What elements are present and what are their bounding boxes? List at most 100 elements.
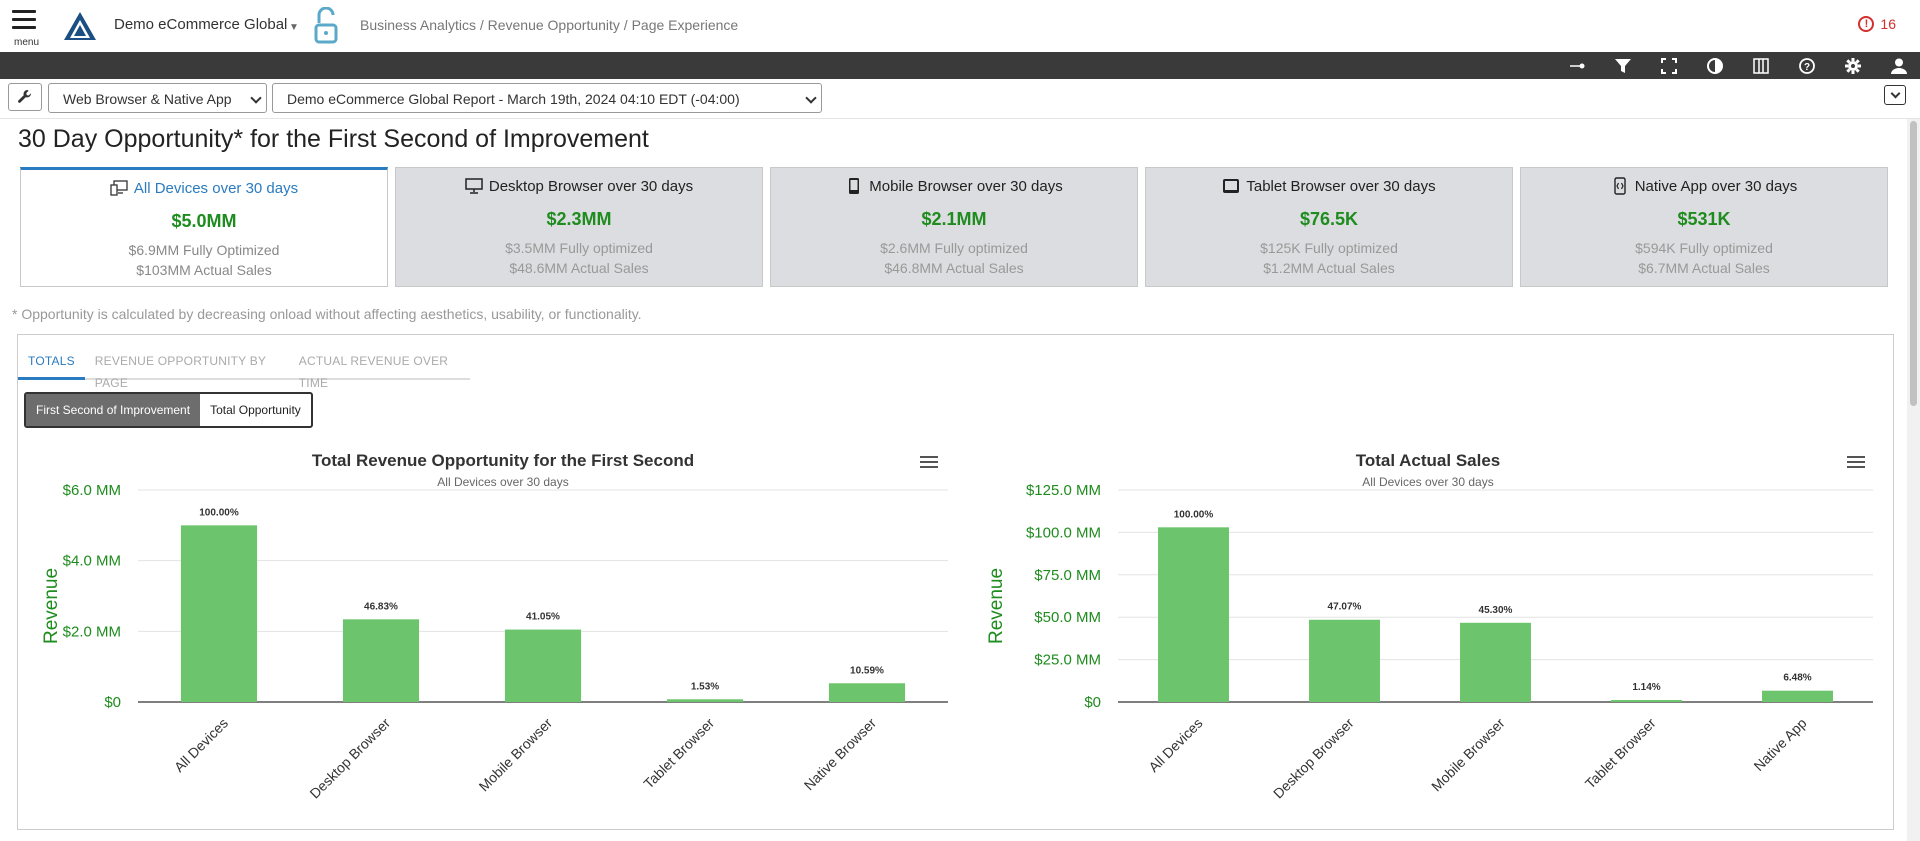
fullscreen-icon[interactable] xyxy=(1658,55,1680,77)
card-title: Mobile Browser over 30 days xyxy=(869,177,1063,195)
card-value: $531K xyxy=(1677,209,1731,229)
menu-button[interactable]: menu xyxy=(12,10,40,48)
data-label: 1.53% xyxy=(691,681,719,692)
x-tick-label: Mobile Browser xyxy=(1428,715,1508,795)
card-optimized: $125K Fully optimized xyxy=(1260,240,1398,256)
card-all-devices[interactable]: All Devices over 30 days $5.0MM $6.9MM F… xyxy=(20,167,388,287)
chart-svg: Total Revenue Opportunity for the First … xyxy=(41,451,948,801)
chart-subtitle: All Devices over 30 days xyxy=(1362,475,1493,489)
card-mobile-browser[interactable]: Mobile Browser over 30 days $2.1MM $2.6M… xyxy=(770,167,1138,287)
brand-logo-icon[interactable] xyxy=(62,10,98,42)
y-tick-label: $50.0 MM xyxy=(1034,609,1101,626)
x-tick-label: Mobile Browser xyxy=(476,715,556,795)
filter-row: Web Browser & Native App Demo eCommerce … xyxy=(0,79,1920,119)
tab-totals[interactable]: TOTALS xyxy=(18,350,85,380)
card-actual: $6.7MM Actual Sales xyxy=(1638,260,1770,276)
card-title: Desktop Browser over 30 days xyxy=(488,177,694,195)
data-label: 46.83% xyxy=(364,601,398,612)
x-tick-label: Tablet Browser xyxy=(1582,715,1659,792)
contrast-icon[interactable] xyxy=(1704,55,1726,77)
card-tablet-browser[interactable]: Tablet Browser over 30 days $76.5K $125K… xyxy=(1145,167,1513,287)
chart-title: Total Revenue Opportunity for the First … xyxy=(312,451,694,470)
user-icon[interactable] xyxy=(1888,55,1910,77)
chart-svg: Total Actual Sales All Devices over 30 da… xyxy=(986,451,1873,802)
chart-menu-icon[interactable] xyxy=(920,456,938,470)
platform-select[interactable]: Web Browser & Native App xyxy=(48,83,267,113)
chart-revenue-opportunity: Total Revenue Opportunity for the First … xyxy=(23,428,953,828)
menu-label: menu xyxy=(14,37,40,48)
chart-bar xyxy=(666,699,744,702)
device-cards: All Devices over 30 days $5.0MM $6.9MM F… xyxy=(20,167,1890,287)
data-label: 100.00% xyxy=(199,507,239,518)
x-tick-label: Native App xyxy=(1750,715,1809,774)
org-selector[interactable]: Demo eCommerce Global xyxy=(114,16,288,33)
tab-revenue-opportunity-by-page[interactable]: REVENUE OPPORTUNITY BY PAGE xyxy=(94,354,266,390)
card-value: $5.0MM xyxy=(171,211,237,231)
wrench-button[interactable] xyxy=(8,83,42,111)
chart-bar xyxy=(828,683,906,702)
native-app-icon xyxy=(1613,177,1626,195)
x-tick-label: All Devices xyxy=(1145,715,1205,775)
chart-title: Total Actual Sales xyxy=(1356,451,1501,470)
chart-subtitle: All Devices over 30 days xyxy=(437,475,568,489)
y-tick-label: $4.0 MM xyxy=(63,553,121,570)
chart-menu-icon[interactable] xyxy=(1847,456,1865,470)
x-tick-label: Desktop Browser xyxy=(1270,715,1357,802)
platform-select-value: Web Browser & Native App xyxy=(63,91,232,107)
card-optimized: $3.5MM Fully optimized xyxy=(505,240,653,256)
card-actual: $103MM Actual Sales xyxy=(136,262,272,278)
data-label: 6.48% xyxy=(1783,673,1811,684)
filter-icon[interactable] xyxy=(1612,55,1634,77)
card-value: $76.5K xyxy=(1299,209,1359,229)
breadcrumb: Business Analytics / Revenue Opportunity… xyxy=(360,17,739,33)
data-label: 41.05% xyxy=(526,612,560,623)
card-desktop-browser[interactable]: Desktop Browser over 30 days $2.3MM $3.5… xyxy=(395,167,763,287)
desktop-icon xyxy=(465,178,483,194)
chart-bar xyxy=(180,525,258,702)
card-value: $2.3MM xyxy=(546,209,612,229)
pin-icon[interactable] xyxy=(1566,55,1588,77)
hamburger-icon xyxy=(12,10,36,13)
card-title: Native App over 30 days xyxy=(1634,177,1798,195)
y-tick-label: $100.0 MM xyxy=(1026,524,1101,541)
chart-bar xyxy=(1158,527,1229,702)
data-label: 100.00% xyxy=(1174,509,1214,520)
chart-bar xyxy=(1460,622,1531,702)
columns-icon[interactable] xyxy=(1750,55,1772,77)
settings-icon[interactable] xyxy=(1842,55,1864,77)
hamburger-icon-bar xyxy=(12,18,36,21)
card-actual: $46.8MM Actual Sales xyxy=(884,260,1024,276)
toggle-first-second[interactable]: First Second of Improvement xyxy=(26,394,201,426)
unlocked-padlock-icon[interactable] xyxy=(313,7,339,45)
scrollbar-thumb[interactable] xyxy=(1910,121,1917,406)
card-native-app[interactable]: Native App over 30 days $531K $594K Full… xyxy=(1520,167,1888,287)
alert-indicator[interactable]: ! 16 xyxy=(1858,16,1896,32)
chevron-down-icon xyxy=(805,92,817,104)
chart-bar xyxy=(1309,619,1380,702)
vertical-scrollbar[interactable] xyxy=(1907,119,1920,841)
chevron-down-icon[interactable]: ▼ xyxy=(289,22,299,33)
wrench-icon xyxy=(18,90,32,103)
tablet-icon xyxy=(1223,179,1240,193)
card-actual: $1.2MM Actual Sales xyxy=(1263,260,1395,276)
card-optimized: $594K Fully optimized xyxy=(1635,240,1773,256)
page-title: 30 Day Opportunity* for the First Second… xyxy=(18,125,649,153)
toggle-total-opportunity[interactable]: Total Opportunity xyxy=(210,403,301,417)
svg-text:?: ? xyxy=(1804,62,1810,73)
data-label: 45.30% xyxy=(1479,605,1513,616)
chart-actual-sales: Total Actual Sales All Devices over 30 da… xyxy=(968,428,1878,828)
y-tick-label: $2.0 MM xyxy=(63,623,121,640)
tab-actual-revenue-over-time[interactable]: ACTUAL REVENUE OVER TIME xyxy=(298,354,449,390)
alert-icon: ! xyxy=(1858,16,1875,32)
collapse-button[interactable] xyxy=(1884,85,1906,105)
card-title: All Devices over 30 days xyxy=(133,179,299,197)
y-axis-label: Revenue xyxy=(986,568,1007,644)
y-tick-label: $75.0 MM xyxy=(1034,567,1101,584)
report-select[interactable]: Demo eCommerce Global Report - March 19t… xyxy=(272,83,822,113)
card-value: $2.1MM xyxy=(921,209,987,229)
data-label: 1.14% xyxy=(1632,682,1660,693)
toolbar: ? xyxy=(0,52,1920,79)
charts-panel: TOTALS REVENUE OPPORTUNITY BY PAGE ACTUA… xyxy=(17,334,1894,830)
x-tick-label: Native Browser xyxy=(801,715,880,794)
help-icon[interactable]: ? xyxy=(1796,55,1818,77)
